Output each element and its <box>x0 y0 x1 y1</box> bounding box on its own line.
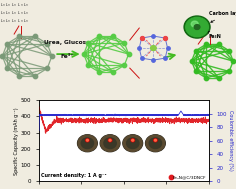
Point <box>190 60 194 63</box>
Point <box>82 53 86 56</box>
Text: $L_n$ $L_n$ $L_n$  $L_n$ $L_n$: $L_n$ $L_n$ $L_n$ $L_n$ $L_n$ <box>0 9 30 17</box>
Y-axis label: Coulombic efficiency (%): Coulombic efficiency (%) <box>228 110 233 171</box>
Point <box>122 41 126 44</box>
Point <box>122 64 126 67</box>
Point <box>5 42 9 45</box>
Point <box>137 46 141 50</box>
Point <box>5 67 9 70</box>
Point <box>33 35 37 38</box>
Y-axis label: Specific Capacity (mAh g⁻¹): Specific Capacity (mAh g⁻¹) <box>14 107 19 175</box>
Point <box>86 64 90 67</box>
Point <box>227 70 231 73</box>
Point <box>18 35 21 38</box>
Point <box>86 41 90 44</box>
Point <box>217 76 221 79</box>
Point <box>194 49 198 52</box>
Point <box>140 36 143 40</box>
Point <box>163 36 167 40</box>
Text: Fe³⁺: Fe³⁺ <box>60 54 74 59</box>
Point <box>163 36 167 40</box>
Point <box>33 75 37 78</box>
Point <box>166 46 169 50</box>
Circle shape <box>186 17 208 37</box>
Point <box>18 75 21 78</box>
Point <box>45 67 49 70</box>
Point <box>231 60 235 63</box>
Point <box>97 34 101 37</box>
Point <box>0 55 4 58</box>
Point <box>127 53 131 56</box>
Text: Urea, Glucose: Urea, Glucose <box>44 40 90 45</box>
Point <box>111 34 115 37</box>
Point <box>111 71 115 74</box>
Circle shape <box>184 16 210 38</box>
Point <box>217 43 221 46</box>
Circle shape <box>151 46 156 50</box>
Point <box>140 36 143 40</box>
Point <box>204 43 208 46</box>
Point <box>227 49 231 52</box>
Circle shape <box>191 21 198 27</box>
Legend: Fe₃N@C/3DNCF: Fe₃N@C/3DNCF <box>170 175 207 179</box>
Text: $L_n$ $L_n$ $L_n$  $L_n$ $L_n$: $L_n$ $L_n$ $L_n$ $L_n$ $L_n$ <box>0 1 30 9</box>
Text: Fe₃N: Fe₃N <box>207 31 222 39</box>
Point <box>204 76 208 79</box>
Text: Carbon layer: Carbon layer <box>209 11 236 22</box>
Text: $L_n$ $L_n$ $L_n$  $L_n$ $L_n$: $L_n$ $L_n$ $L_n$ $L_n$ $L_n$ <box>0 17 30 25</box>
Text: Current density: 1 A g⁻¹: Current density: 1 A g⁻¹ <box>41 173 106 178</box>
Point <box>97 71 101 74</box>
Point <box>152 35 155 38</box>
Point <box>152 59 155 62</box>
Point <box>163 57 167 60</box>
Circle shape <box>194 25 200 29</box>
Point <box>140 57 143 60</box>
Point <box>45 42 49 45</box>
Point <box>194 70 198 73</box>
Point <box>50 55 54 58</box>
